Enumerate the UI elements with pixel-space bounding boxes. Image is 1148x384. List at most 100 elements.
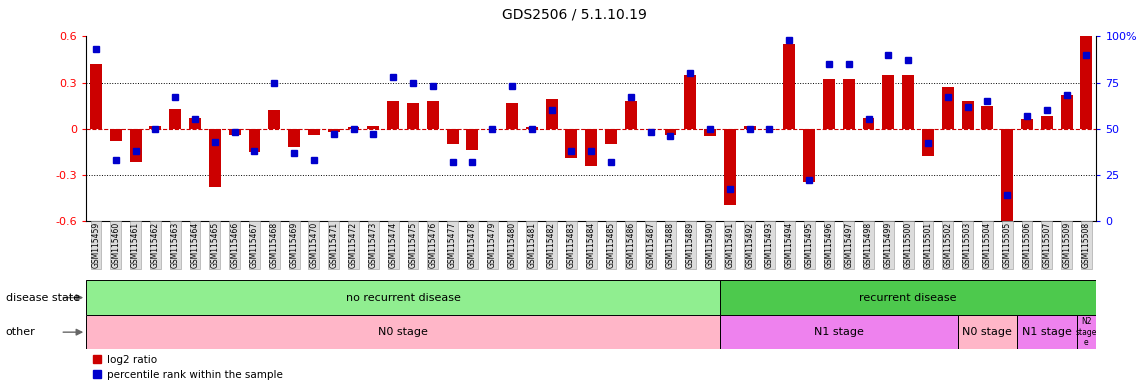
Text: GSM115482: GSM115482 xyxy=(548,222,556,268)
Text: GSM115465: GSM115465 xyxy=(210,222,219,268)
Text: GSM115495: GSM115495 xyxy=(805,222,814,268)
Text: GSM115508: GSM115508 xyxy=(1081,222,1091,268)
Bar xyxy=(605,129,616,144)
Bar xyxy=(228,129,241,135)
Text: GSM115471: GSM115471 xyxy=(329,222,339,268)
Bar xyxy=(348,127,359,129)
Text: GSM115500: GSM115500 xyxy=(903,222,913,268)
Bar xyxy=(209,129,220,187)
Bar xyxy=(957,315,1017,349)
Text: N1 stage: N1 stage xyxy=(814,327,863,337)
Bar xyxy=(466,129,479,150)
Text: GSM115486: GSM115486 xyxy=(627,222,635,268)
Text: GSM115473: GSM115473 xyxy=(369,222,378,268)
Bar xyxy=(804,129,815,182)
Text: GSM115492: GSM115492 xyxy=(745,222,754,268)
Text: GSM115477: GSM115477 xyxy=(448,222,457,268)
Bar xyxy=(328,129,340,132)
Bar xyxy=(1061,95,1072,129)
Text: N0 stage: N0 stage xyxy=(378,327,428,337)
Text: GSM115480: GSM115480 xyxy=(507,222,517,268)
Bar xyxy=(843,79,854,129)
Bar xyxy=(169,109,181,129)
Text: GSM115459: GSM115459 xyxy=(92,222,101,268)
Bar xyxy=(130,129,141,162)
Bar xyxy=(248,129,261,152)
Bar xyxy=(545,99,558,129)
Bar xyxy=(308,129,320,135)
Text: disease state: disease state xyxy=(6,293,80,303)
Text: GSM115489: GSM115489 xyxy=(685,222,695,268)
Text: GSM115472: GSM115472 xyxy=(349,222,358,268)
Bar xyxy=(189,118,201,129)
Text: GSM115468: GSM115468 xyxy=(270,222,279,268)
Text: GDS2506 / 5.1.10.19: GDS2506 / 5.1.10.19 xyxy=(502,8,646,22)
Bar xyxy=(720,315,957,349)
Bar xyxy=(269,110,280,129)
Bar xyxy=(724,129,736,205)
Bar xyxy=(1021,119,1033,129)
Bar xyxy=(90,64,102,129)
Bar xyxy=(744,126,755,129)
Text: GSM115499: GSM115499 xyxy=(884,222,893,268)
Text: GSM115487: GSM115487 xyxy=(646,222,656,268)
Text: GSM115498: GSM115498 xyxy=(864,222,872,268)
Bar xyxy=(110,129,122,141)
Text: GSM115470: GSM115470 xyxy=(310,222,318,268)
Text: GSM115506: GSM115506 xyxy=(1023,222,1032,268)
Text: GSM115509: GSM115509 xyxy=(1062,222,1071,268)
Text: GSM115505: GSM115505 xyxy=(1002,222,1011,268)
Text: GSM115503: GSM115503 xyxy=(963,222,972,268)
Bar xyxy=(288,129,300,147)
Text: GSM115476: GSM115476 xyxy=(428,222,437,268)
Legend: log2 ratio, percentile rank within the sample: log2 ratio, percentile rank within the s… xyxy=(92,355,282,380)
Bar xyxy=(704,129,716,136)
Bar xyxy=(720,280,1096,315)
Bar xyxy=(982,106,993,129)
Text: GSM115485: GSM115485 xyxy=(606,222,615,268)
Bar xyxy=(665,129,676,135)
Bar xyxy=(902,75,914,129)
Text: GSM115469: GSM115469 xyxy=(289,222,298,268)
Bar xyxy=(684,75,696,129)
Bar xyxy=(883,75,894,129)
Text: GSM115484: GSM115484 xyxy=(587,222,596,268)
Bar xyxy=(387,101,400,129)
Bar xyxy=(566,129,577,158)
Text: other: other xyxy=(6,327,36,337)
Text: N2
stage
e: N2 stage e xyxy=(1076,317,1097,347)
Text: GSM115481: GSM115481 xyxy=(527,222,536,268)
Bar xyxy=(763,129,775,130)
Bar xyxy=(962,101,974,129)
Text: N0 stage: N0 stage xyxy=(962,327,1013,337)
Bar xyxy=(941,87,954,129)
Text: GSM115502: GSM115502 xyxy=(944,222,953,268)
Text: GSM115491: GSM115491 xyxy=(726,222,735,268)
Text: GSM115488: GSM115488 xyxy=(666,222,675,268)
Text: N1 stage: N1 stage xyxy=(1022,327,1072,337)
Text: GSM115466: GSM115466 xyxy=(230,222,239,268)
Bar xyxy=(922,129,934,156)
Bar xyxy=(447,129,458,144)
Bar xyxy=(86,280,720,315)
Bar xyxy=(625,101,637,129)
Text: GSM115460: GSM115460 xyxy=(111,222,121,268)
Bar xyxy=(1017,315,1077,349)
Text: GSM115464: GSM115464 xyxy=(191,222,200,268)
Text: GSM115494: GSM115494 xyxy=(785,222,793,268)
Text: GSM115496: GSM115496 xyxy=(824,222,833,268)
Text: GSM115467: GSM115467 xyxy=(250,222,259,268)
Text: no recurrent disease: no recurrent disease xyxy=(346,293,460,303)
Text: GSM115493: GSM115493 xyxy=(765,222,774,268)
Bar xyxy=(526,127,537,129)
Text: GSM115479: GSM115479 xyxy=(488,222,497,268)
Bar xyxy=(367,126,379,129)
Bar xyxy=(86,315,720,349)
Bar xyxy=(506,103,518,129)
Bar xyxy=(585,129,597,166)
Text: GSM115461: GSM115461 xyxy=(131,222,140,268)
Text: GSM115475: GSM115475 xyxy=(409,222,418,268)
Bar xyxy=(427,101,439,129)
Text: GSM115462: GSM115462 xyxy=(150,222,160,268)
Text: GSM115490: GSM115490 xyxy=(706,222,714,268)
